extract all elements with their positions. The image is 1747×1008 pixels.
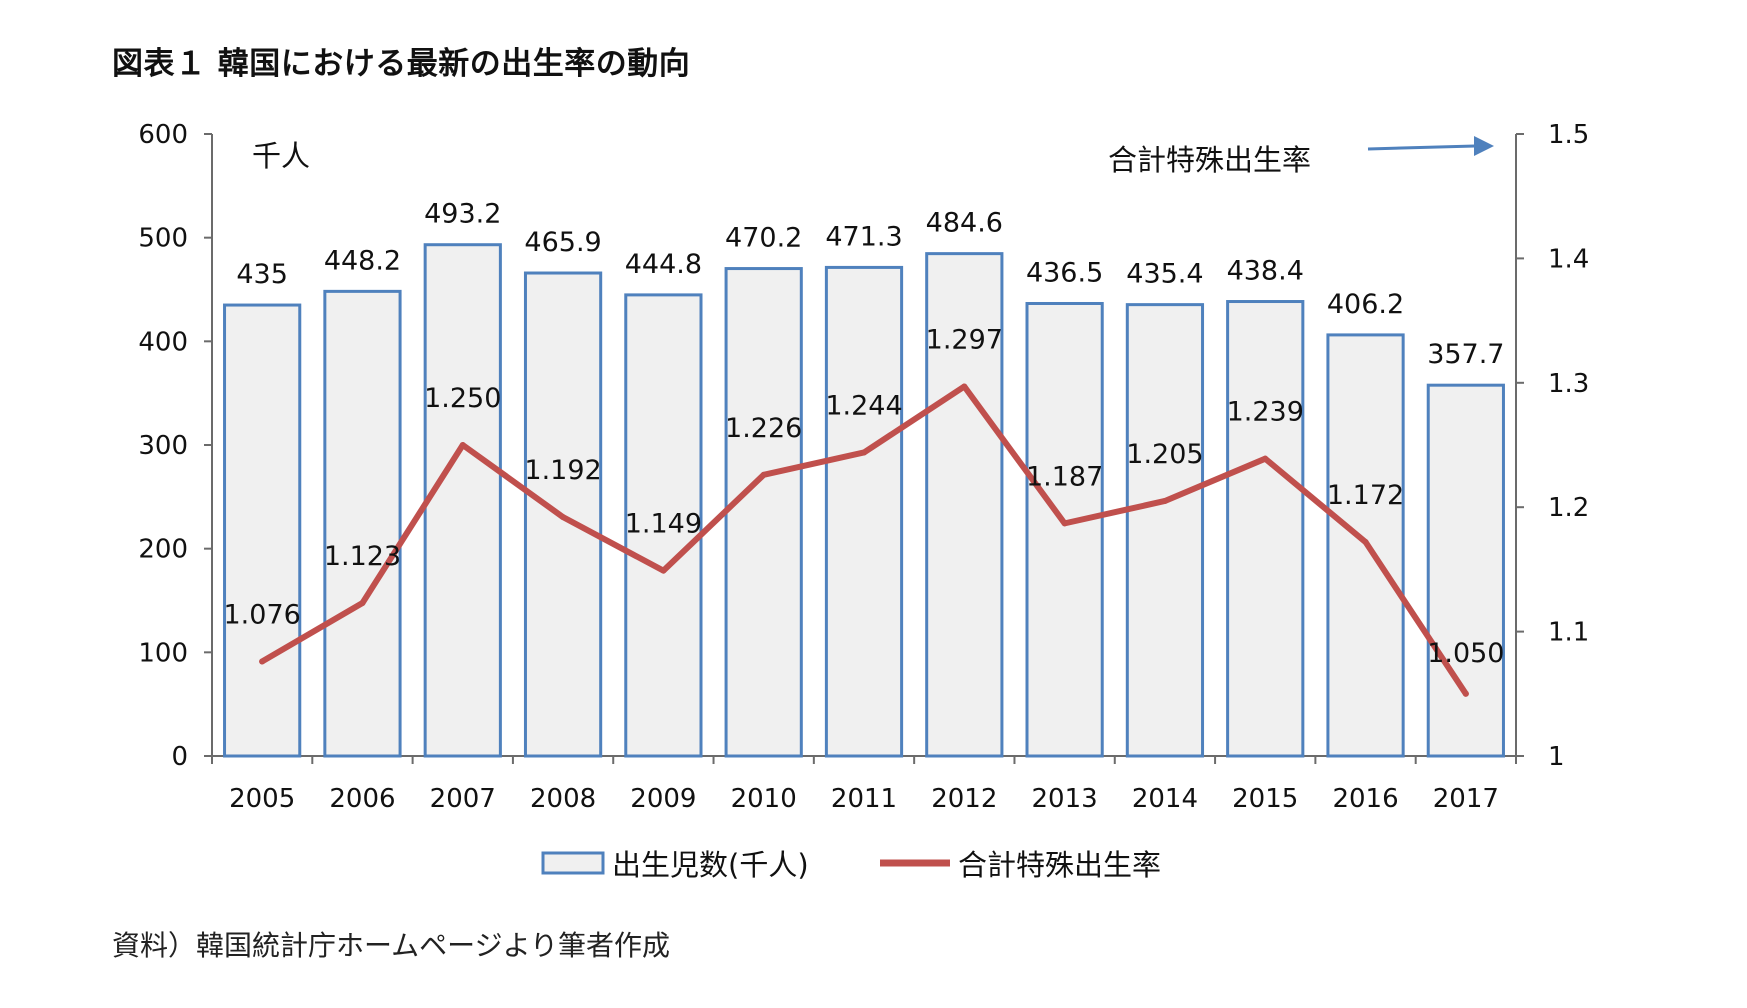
rate-value-label: 1.250 [424,383,501,414]
bar [1025,301,1104,758]
rate-value-label: 1.297 [926,325,1003,356]
x-tick-label: 2006 [329,784,395,814]
bar-value-label: 438.4 [1227,256,1304,287]
x-tick-label: 2012 [931,784,997,814]
left-tick-label: 100 [138,638,188,668]
rate-value-label: 1.205 [1126,439,1203,470]
right-tick-label: 1 [1548,742,1565,772]
bar-value-label: 448.2 [324,245,401,276]
rate-point [1462,690,1469,697]
bar [223,303,302,758]
x-tick-label: 2014 [1132,784,1198,814]
rate-point [660,567,667,574]
right-tick-label: 1.1 [1548,618,1589,648]
data-labels: 435 448.2 493.2 465.9 444.8 470.2 471.3 484.6 43… [224,199,1505,669]
rate-value-label: 1.244 [825,390,902,421]
bar-value-label: 484.6 [926,208,1003,239]
rate-value-label: 1.076 [224,599,301,630]
bar-value-label: 435.4 [1126,259,1203,290]
x-tick-label: 2008 [530,784,596,814]
bar-value-label: 471.3 [825,221,902,252]
rate-value-label: 1.239 [1227,397,1304,428]
rate-point [861,449,867,456]
x-tick-label: 2010 [731,784,797,814]
bar [724,267,803,758]
rate-value-label: 1.050 [1427,638,1504,669]
right-axis-label: 合計特殊出生率 [1108,143,1311,177]
legend-bar-swatch [541,851,605,875]
bar-value-label: 406.2 [1327,289,1404,320]
left-tick-label: 600 [138,120,188,150]
bar-value-label: 357.7 [1427,339,1504,370]
rate-value-label: 1.172 [1327,480,1404,511]
left-tick-label: 0 [171,742,188,772]
rate-value-label: 1.192 [524,455,601,486]
rate-point [760,471,767,478]
right-tick-label: 1.2 [1548,493,1589,523]
bar-value-label: 436.5 [1026,257,1103,288]
x-tick-label: 2007 [430,784,496,814]
rate-line [259,383,1469,697]
rate-point [1161,497,1168,504]
right-axis-arrow [1367,136,1494,156]
right-tick-label: 1.3 [1548,369,1589,399]
right-tick-label: 1.5 [1548,120,1589,150]
x-tick-label: 2009 [630,784,696,814]
rate-value-label: 1.149 [625,509,702,540]
x-tick-label: 2013 [1032,784,1098,814]
bar [624,293,703,758]
bar [1426,383,1505,758]
source-note: 資料）韓国統計庁ホームページより筆者作成 [112,929,671,962]
rate-point [459,442,466,448]
bar [423,243,502,758]
rate-point [359,599,366,606]
left-tick-label: 200 [138,535,188,565]
bars [223,243,1505,758]
bar-value-label: 493.2 [424,199,501,230]
x-tick-label: 2011 [831,784,897,814]
bar [1226,300,1305,758]
x-tick-label: 2017 [1433,784,1499,814]
rate-point [1061,520,1068,527]
x-tick-label: 2016 [1332,784,1398,814]
chart-title: 図表１ 韓国における最新の出生率の動向 [112,46,691,82]
bar-value-label: 444.8 [625,249,702,280]
x-tick-label: 2005 [229,784,295,814]
bar [1125,303,1205,758]
rate-value-label: 1.226 [725,413,802,444]
bar [824,265,904,758]
legend-bar-label: 出生児数(千人) [612,848,809,882]
left-tick-label: 300 [138,431,188,461]
rate-point [1262,455,1269,462]
left-axis-unit: 千人 [252,139,310,173]
bar [323,289,402,758]
bar [925,252,1004,758]
left-tick-label: 500 [138,224,188,254]
bar-value-label: 465.9 [524,227,601,258]
left-tick-label: 400 [138,327,188,357]
legend: 出生児数(千人) 合計特殊出生率 [541,848,1161,882]
rate-value-label: 1.187 [1026,461,1103,492]
bar-value-label: 435 [236,259,288,290]
rate-point [1362,539,1369,546]
rate-point [259,658,266,665]
rate-point [961,383,968,390]
legend-line-label: 合計特殊出生率 [958,848,1161,882]
x-tick-label: 2015 [1232,784,1298,814]
rate-point [560,514,567,521]
bar-value-label: 470.2 [725,223,802,254]
rate-value-label: 1.123 [324,541,401,572]
right-tick-label: 1.4 [1548,244,1589,274]
